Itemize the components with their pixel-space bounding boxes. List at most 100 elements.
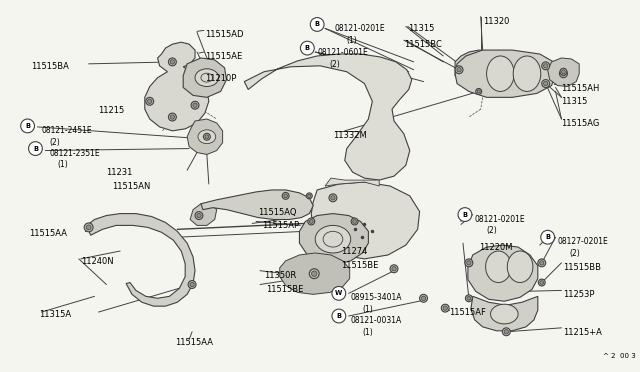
Text: 11515AP: 11515AP — [262, 221, 299, 231]
Circle shape — [84, 223, 93, 232]
Polygon shape — [468, 245, 538, 301]
Ellipse shape — [198, 130, 216, 144]
Text: B: B — [33, 145, 38, 151]
Polygon shape — [325, 178, 380, 186]
Text: 11515AD: 11515AD — [205, 31, 243, 39]
Ellipse shape — [513, 56, 541, 92]
Text: W: W — [335, 291, 342, 296]
Text: (2): (2) — [329, 60, 340, 69]
Polygon shape — [190, 204, 217, 225]
Text: 11240N: 11240N — [81, 257, 113, 266]
Circle shape — [561, 70, 565, 74]
Circle shape — [146, 97, 154, 105]
Circle shape — [458, 208, 472, 221]
Text: 11315A: 11315A — [40, 310, 72, 319]
Text: 11215+A: 11215+A — [563, 328, 602, 337]
Circle shape — [465, 259, 473, 267]
Text: B: B — [305, 45, 310, 51]
Polygon shape — [455, 50, 504, 92]
Text: 11220M: 11220M — [479, 243, 512, 252]
Text: B: B — [337, 313, 341, 319]
Circle shape — [300, 41, 314, 55]
Circle shape — [332, 309, 346, 323]
Circle shape — [538, 259, 546, 267]
Circle shape — [421, 296, 426, 301]
Polygon shape — [145, 42, 209, 131]
Polygon shape — [300, 214, 369, 265]
Text: (1): (1) — [347, 36, 358, 45]
Circle shape — [284, 194, 287, 198]
Ellipse shape — [490, 304, 518, 324]
Ellipse shape — [486, 251, 511, 282]
Circle shape — [543, 64, 548, 68]
Text: 11515AQ: 11515AQ — [258, 208, 296, 217]
Circle shape — [467, 261, 471, 265]
Circle shape — [195, 212, 203, 219]
Text: (2): (2) — [486, 227, 497, 235]
Text: (2): (2) — [49, 138, 60, 147]
Text: 11332M: 11332M — [333, 131, 367, 140]
Circle shape — [540, 261, 544, 265]
Circle shape — [309, 219, 313, 223]
Text: 08121-0201E: 08121-0201E — [475, 215, 525, 224]
Text: B: B — [545, 234, 550, 240]
Text: 11210P: 11210P — [205, 74, 236, 83]
Text: 11274: 11274 — [341, 247, 367, 256]
Text: B: B — [25, 123, 30, 129]
Circle shape — [308, 194, 311, 198]
Text: 11515AH: 11515AH — [561, 84, 600, 93]
Circle shape — [561, 71, 566, 76]
Ellipse shape — [323, 231, 343, 247]
Circle shape — [420, 294, 428, 302]
Circle shape — [308, 218, 315, 225]
Circle shape — [193, 103, 197, 108]
Circle shape — [351, 218, 358, 225]
Circle shape — [307, 193, 312, 199]
Polygon shape — [86, 214, 195, 306]
Text: 11515AA: 11515AA — [175, 338, 213, 347]
Text: (1): (1) — [362, 305, 373, 314]
Circle shape — [543, 81, 548, 86]
Circle shape — [465, 295, 472, 302]
Text: 08127-0201E: 08127-0201E — [557, 237, 608, 246]
Polygon shape — [244, 54, 412, 180]
Circle shape — [148, 99, 152, 103]
Ellipse shape — [316, 225, 351, 253]
Text: 11515AG: 11515AG — [561, 119, 600, 128]
Text: B: B — [463, 212, 467, 218]
Circle shape — [170, 115, 175, 119]
Circle shape — [540, 280, 543, 285]
Ellipse shape — [201, 73, 212, 82]
Ellipse shape — [195, 69, 219, 87]
Polygon shape — [280, 253, 349, 294]
Text: 11320: 11320 — [483, 17, 509, 26]
Circle shape — [329, 194, 337, 202]
Text: 11350R: 11350R — [264, 271, 296, 280]
Text: 11515AE: 11515AE — [205, 52, 242, 61]
Text: 11515BA: 11515BA — [31, 62, 69, 71]
Circle shape — [560, 68, 567, 75]
Circle shape — [353, 219, 356, 223]
Text: 08121-0201E: 08121-0201E — [335, 25, 385, 33]
Circle shape — [86, 225, 91, 230]
Circle shape — [541, 230, 555, 244]
Circle shape — [282, 192, 289, 199]
Text: 11515BE: 11515BE — [341, 261, 378, 270]
Circle shape — [457, 68, 461, 72]
Circle shape — [455, 66, 463, 74]
Circle shape — [29, 142, 42, 155]
Circle shape — [538, 279, 545, 286]
Circle shape — [559, 70, 568, 78]
Circle shape — [390, 265, 398, 273]
Text: 08121-2451E: 08121-2451E — [42, 126, 92, 135]
Circle shape — [541, 80, 550, 87]
Circle shape — [312, 271, 317, 276]
Circle shape — [191, 101, 199, 109]
Circle shape — [392, 267, 396, 271]
Text: 11315: 11315 — [408, 25, 434, 33]
Polygon shape — [548, 58, 579, 87]
Text: 11215: 11215 — [99, 106, 125, 115]
Circle shape — [477, 90, 481, 93]
Text: 08121-0601E: 08121-0601E — [317, 48, 368, 57]
Ellipse shape — [508, 251, 533, 282]
